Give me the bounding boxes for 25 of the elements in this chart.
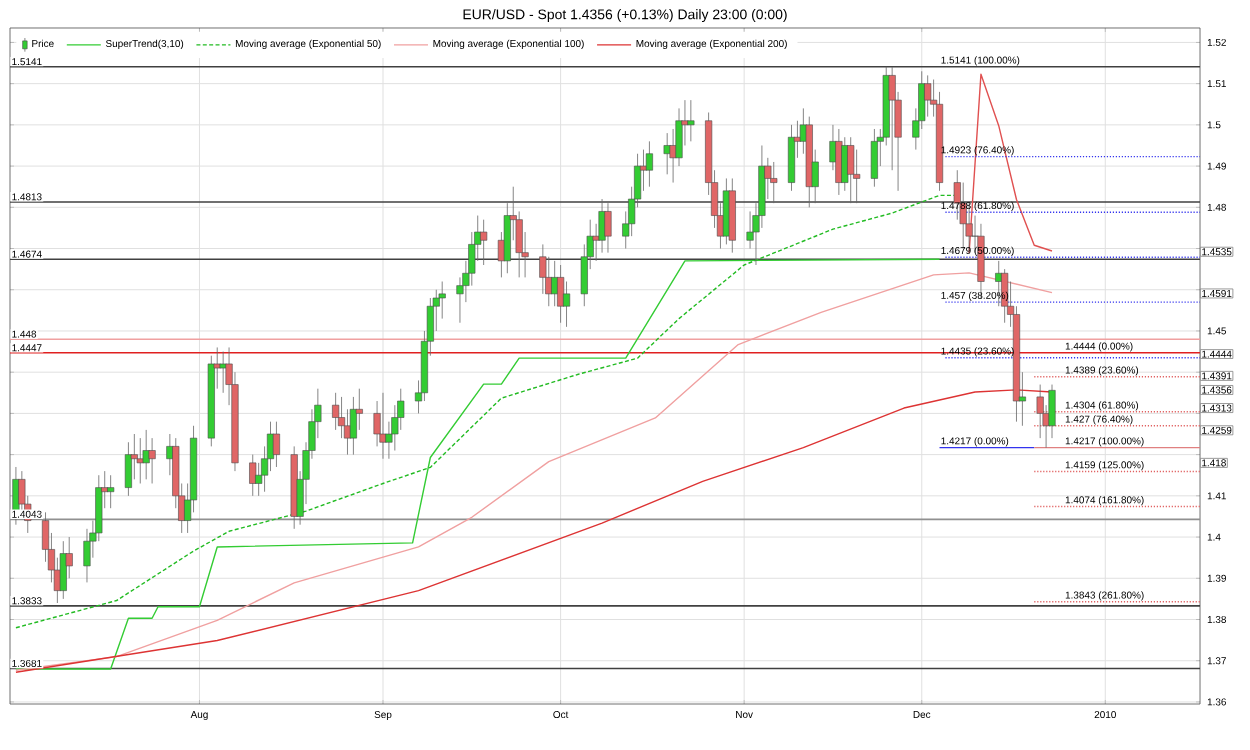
candlestick: [219, 351, 227, 394]
candlestick: [83, 528, 91, 583]
candlestick: [59, 540, 67, 600]
candlestick: [355, 388, 363, 431]
line-series: [968, 73, 1053, 254]
candlestick: [272, 421, 280, 468]
candlestick: [332, 392, 340, 431]
candlestick: [142, 429, 150, 480]
candlestick: [645, 140, 653, 188]
candlestick: [130, 433, 138, 480]
line-series: [15, 389, 1053, 673]
candlestick: [148, 437, 156, 484]
candlestick: [557, 264, 565, 324]
candlestick: [639, 149, 648, 192]
candlestick: [562, 281, 571, 328]
candlestick: [787, 124, 796, 192]
candlestick: [379, 392, 387, 460]
candlestick: [249, 454, 257, 497]
candlestick: [349, 396, 357, 456]
candlestick: [124, 441, 132, 497]
candlestick: [107, 474, 115, 509]
candlestick: [924, 75, 932, 118]
candlestick: [136, 437, 144, 484]
candlestick: [687, 99, 695, 142]
candlestick: [870, 128, 878, 188]
